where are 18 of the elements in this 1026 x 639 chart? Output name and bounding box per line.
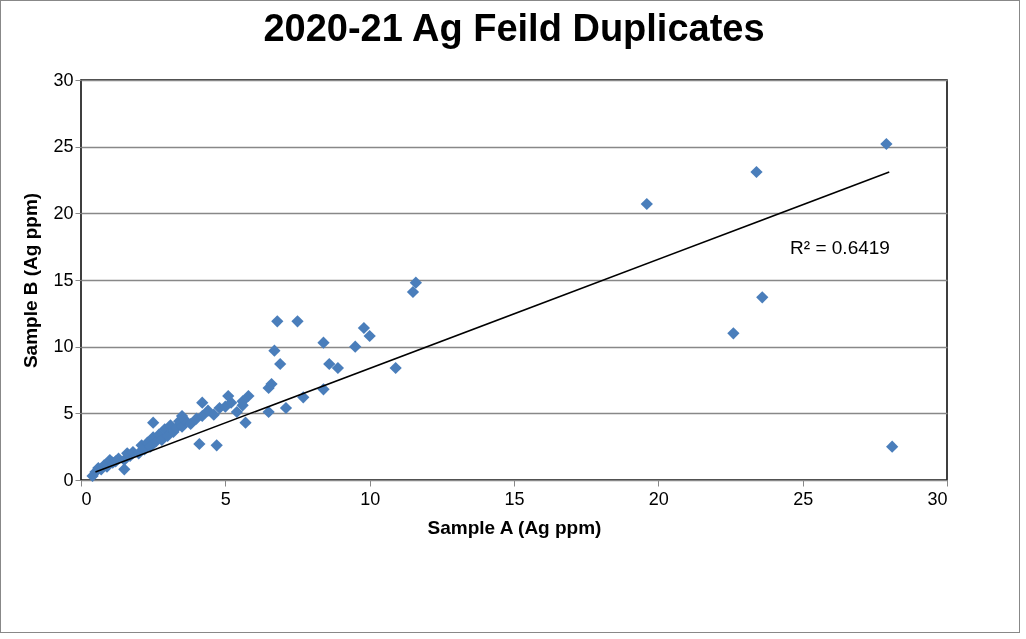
y-tick-label: 15 xyxy=(53,269,74,290)
x-axis-title: Sample A (Ag ppm) xyxy=(427,516,602,538)
y-tick-label: 30 xyxy=(53,69,74,90)
chart-title: 2020-21 Ag Feild Duplicates xyxy=(263,7,765,49)
x-tick-label: 0 xyxy=(81,488,92,509)
x-tick-label: 15 xyxy=(504,488,525,509)
y-tick-label: 20 xyxy=(53,202,74,223)
y-axis-title: Sample B (Ag ppm) xyxy=(20,192,42,369)
x-tick-label: 5 xyxy=(220,488,231,509)
y-tick-label: 5 xyxy=(63,402,74,423)
x-tick-label: 10 xyxy=(360,488,381,509)
x-tick-label: 30 xyxy=(927,488,948,509)
y-tick-label: 10 xyxy=(53,336,74,357)
x-tick-label: 25 xyxy=(793,488,814,509)
annotation: R² = 0.6419 xyxy=(790,237,890,258)
y-tick-label: 25 xyxy=(53,136,74,157)
x-tick-label: 20 xyxy=(648,488,669,509)
y-tick-label: 0 xyxy=(63,469,74,490)
